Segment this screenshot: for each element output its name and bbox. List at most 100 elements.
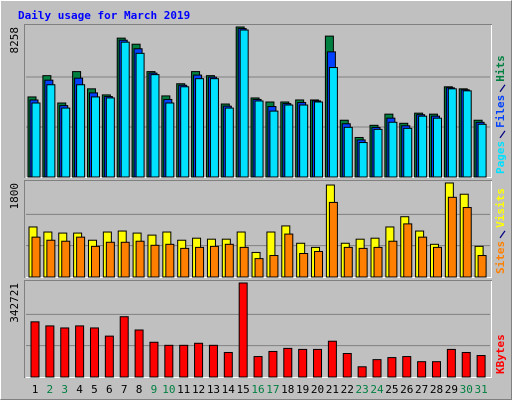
x-tick-label: 2 <box>47 383 54 396</box>
bar <box>253 356 263 378</box>
bar <box>90 96 100 178</box>
bar <box>462 90 472 178</box>
bar <box>402 356 412 378</box>
x-tick-label: 20 <box>311 383 324 396</box>
bar <box>31 236 41 278</box>
legend-separator <box>499 130 506 139</box>
bar <box>284 233 294 278</box>
bar <box>238 282 248 378</box>
bar <box>314 250 324 278</box>
bar <box>284 104 294 178</box>
x-tick-label: 30 <box>460 383 473 396</box>
bar <box>90 245 100 278</box>
bar <box>254 100 264 178</box>
x-tick-label: 17 <box>266 383 279 396</box>
bar <box>224 107 234 178</box>
bar <box>61 107 71 178</box>
bar <box>327 340 337 378</box>
bar <box>462 207 472 278</box>
bar <box>373 128 383 178</box>
bar <box>314 101 324 178</box>
bar <box>299 104 309 178</box>
legend-label: KBytes <box>494 334 507 374</box>
bar <box>195 78 205 178</box>
bar <box>446 348 456 378</box>
bar <box>46 84 56 178</box>
x-tick-label: 9 <box>151 383 158 396</box>
x-tick-label: 31 <box>474 383 487 396</box>
bar <box>150 74 160 178</box>
bar <box>209 245 219 278</box>
legend-separator <box>499 230 506 239</box>
bar <box>447 88 457 178</box>
bar <box>104 335 114 378</box>
bar <box>135 240 145 278</box>
bar <box>150 244 160 278</box>
x-tick-label: 24 <box>370 383 384 396</box>
bar <box>269 110 279 178</box>
x-tick-label: 8 <box>136 383 143 396</box>
bar <box>60 327 70 378</box>
x-tick-label: 7 <box>121 383 128 396</box>
x-tick-label: 21 <box>326 383 339 396</box>
bar <box>135 52 145 178</box>
bar <box>343 126 353 178</box>
bar <box>417 361 427 378</box>
bar <box>447 196 457 278</box>
bar <box>269 255 279 278</box>
x-tick-label: 28 <box>430 383 443 396</box>
legend-label: Pages <box>494 141 507 174</box>
bar <box>119 316 129 378</box>
bar <box>418 115 428 178</box>
y-tick-label: 8258 <box>8 27 21 54</box>
bar <box>254 258 264 278</box>
bar <box>373 246 383 278</box>
bar <box>120 41 130 178</box>
x-tick-label: 12 <box>192 383 205 396</box>
bar <box>89 327 99 378</box>
bar <box>165 102 175 178</box>
bar <box>75 325 85 378</box>
bar <box>30 321 40 378</box>
bar <box>298 348 308 378</box>
x-tick-label: 23 <box>356 383 369 396</box>
legend-label: Hits <box>494 55 507 82</box>
bar <box>476 355 486 378</box>
bar <box>432 117 442 178</box>
legend-label: Files <box>494 95 507 128</box>
bar <box>313 348 323 378</box>
bar <box>477 123 487 178</box>
y-tick-label: 1800 <box>8 183 21 210</box>
bar <box>179 344 189 378</box>
bar <box>180 247 190 278</box>
bar <box>268 350 278 378</box>
bar <box>46 239 56 278</box>
bar <box>372 359 382 378</box>
x-tick-label: 15 <box>237 383 250 396</box>
bar <box>195 246 205 278</box>
bar <box>164 344 174 378</box>
x-tick-label: 26 <box>400 383 413 396</box>
bar <box>105 241 115 278</box>
bar <box>180 86 190 178</box>
x-tick-label: 13 <box>207 383 220 396</box>
x-tick-label: 10 <box>162 383 175 396</box>
bar <box>358 142 368 178</box>
bar <box>76 236 86 278</box>
bar <box>418 236 428 278</box>
chart-title: Daily usage for March 2019 <box>18 9 190 22</box>
bar <box>343 246 353 278</box>
bar <box>105 97 115 178</box>
bar <box>165 243 175 278</box>
bar <box>342 352 352 378</box>
x-tick-label: 6 <box>106 383 113 396</box>
x-tick-label: 1 <box>32 383 39 396</box>
bar <box>403 127 413 178</box>
x-tick-label: 27 <box>415 383 428 396</box>
x-tick-label: 16 <box>251 383 264 396</box>
bar <box>76 84 86 178</box>
bar <box>134 329 144 378</box>
x-tick-label: 19 <box>296 383 309 396</box>
